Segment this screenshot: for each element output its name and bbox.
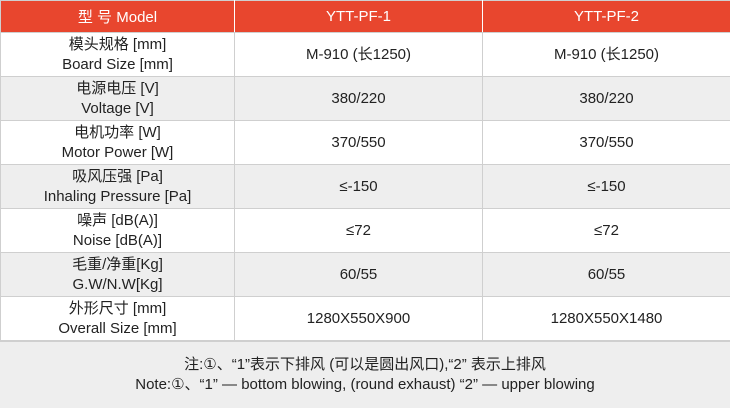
row-label-en: G.W/N.W[Kg] bbox=[72, 275, 163, 293]
row-label: 毛重/净重[Kg] G.W/N.W[Kg] bbox=[0, 252, 235, 297]
row-label-cn: 毛重/净重[Kg] bbox=[72, 255, 163, 273]
model-1-value: 370/550 bbox=[234, 120, 483, 165]
row-label-cn: 噪声 [dB(A)] bbox=[77, 211, 158, 229]
row-label-cn: 电源电压 [V] bbox=[76, 79, 159, 97]
model-2-value: ≤-150 bbox=[482, 164, 730, 209]
model-1-value: M-910 (长1250) bbox=[234, 32, 483, 77]
model-1-value: ≤-150 bbox=[234, 164, 483, 209]
footnote-en: Note:①、“1” — bottom blowing, (round exha… bbox=[135, 376, 595, 393]
table-row: 外形尺寸 [mm] Overall Size [mm] 1280X550X900… bbox=[0, 296, 730, 341]
row-label-en: Board Size [mm] bbox=[62, 55, 173, 73]
table-row: 模头规格 [mm] Board Size [mm] M-910 (长1250) … bbox=[0, 32, 730, 77]
model-2-value: 60/55 bbox=[482, 252, 730, 297]
row-label-cn: 吸风压强 [Pa] bbox=[72, 167, 163, 185]
model-2-header: YTT-PF-2 bbox=[482, 0, 730, 33]
table-row: 毛重/净重[Kg] G.W/N.W[Kg] 60/55 60/55 bbox=[0, 252, 730, 297]
model-1-header: YTT-PF-1 bbox=[234, 0, 483, 33]
table-row: 吸风压强 [Pa] Inhaling Pressure [Pa] ≤-150 ≤… bbox=[0, 164, 730, 209]
table-row: 电源电压 [V] Voltage [V] 380/220 380/220 bbox=[0, 76, 730, 121]
model-1-value: 1280X550X900 bbox=[234, 296, 483, 341]
spec-table: 型 号 Model YTT-PF-1 YTT-PF-2 模头规格 [mm] Bo… bbox=[0, 0, 730, 341]
row-label-cn: 电机功率 [W] bbox=[74, 123, 161, 141]
row-label-en: Overall Size [mm] bbox=[58, 319, 177, 337]
row-label: 噪声 [dB(A)] Noise [dB(A)] bbox=[0, 208, 235, 253]
row-label-en: Motor Power [W] bbox=[61, 143, 174, 161]
row-label: 吸风压强 [Pa] Inhaling Pressure [Pa] bbox=[0, 164, 235, 209]
header-row: 型 号 Model YTT-PF-1 YTT-PF-2 bbox=[0, 0, 730, 33]
row-label: 模头规格 [mm] Board Size [mm] bbox=[0, 32, 235, 77]
model-1-value: 380/220 bbox=[234, 76, 483, 121]
row-label: 电源电压 [V] Voltage [V] bbox=[0, 76, 235, 121]
model-1-value: ≤72 bbox=[234, 208, 483, 253]
row-label-cn: 模头规格 [mm] bbox=[68, 35, 167, 53]
model-2-value: ≤72 bbox=[482, 208, 730, 253]
row-label: 电机功率 [W] Motor Power [W] bbox=[0, 120, 235, 165]
model-2-value: 370/550 bbox=[482, 120, 730, 165]
model-2-value: 1280X550X1480 bbox=[482, 296, 730, 341]
footnote: 注:①、“1”表示下排风 (可以是圆出风口),“2” 表示上排风 Note:①、… bbox=[0, 341, 730, 408]
row-label-en: Inhaling Pressure [Pa] bbox=[43, 187, 192, 205]
table-row: 噪声 [dB(A)] Noise [dB(A)] ≤72 ≤72 bbox=[0, 208, 730, 253]
footnote-cn: 注:①、“1”表示下排风 (可以是圆出风口),“2” 表示上排风 bbox=[184, 356, 546, 373]
row-label-en: Voltage [V] bbox=[81, 99, 154, 117]
table-row: 电机功率 [W] Motor Power [W] 370/550 370/550 bbox=[0, 120, 730, 165]
model-1-value: 60/55 bbox=[234, 252, 483, 297]
model-2-value: 380/220 bbox=[482, 76, 730, 121]
row-label-cn: 外形尺寸 [mm] bbox=[68, 299, 167, 317]
model-label-header: 型 号 Model bbox=[0, 0, 235, 33]
model-2-value: M-910 (长1250) bbox=[482, 32, 730, 77]
row-label: 外形尺寸 [mm] Overall Size [mm] bbox=[0, 296, 235, 341]
row-label-en: Noise [dB(A)] bbox=[72, 231, 163, 249]
